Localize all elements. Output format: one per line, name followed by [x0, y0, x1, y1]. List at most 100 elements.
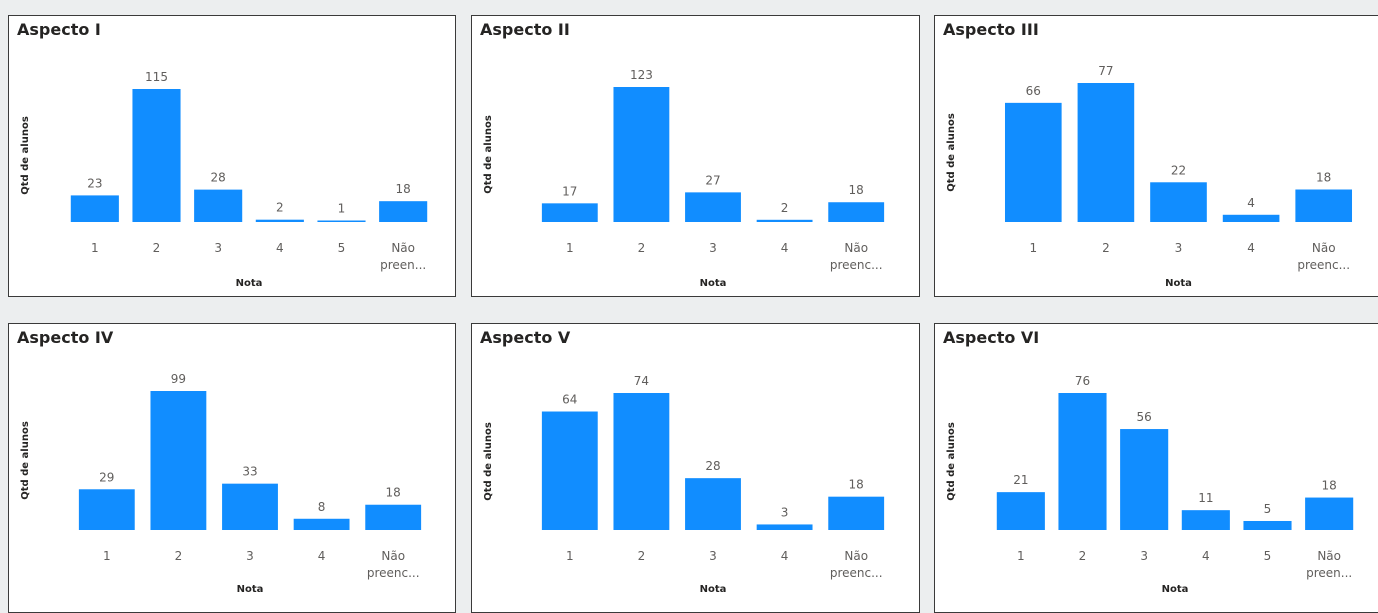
- data-label: 76: [1075, 374, 1090, 388]
- chart-panel-aspecto-5[interactable]: Aspecto V Qtd de alunos Nota 64 1 74 2 28 3 3 4 18…: [471, 323, 920, 613]
- data-label: 18: [849, 478, 864, 492]
- chart-panel-aspecto-6[interactable]: Aspecto VI Qtd de alunos Nota 21 1 76 2 56 3 11 4…: [934, 323, 1378, 613]
- bar-4[interactable]: [1181, 510, 1230, 530]
- bar-4[interactable]: [756, 524, 813, 530]
- y-axis-label: Qtd de alunos: [946, 113, 957, 192]
- x-tick-label: 1: [103, 549, 111, 563]
- x-tick-label: 4: [1202, 549, 1210, 563]
- x-tick-label: Não preenc...: [830, 549, 883, 580]
- x-tick-label: 2: [175, 549, 183, 563]
- data-label: 18: [386, 486, 401, 500]
- bar-3[interactable]: [1120, 429, 1169, 530]
- x-tick-label: 2: [638, 549, 646, 563]
- bar-3[interactable]: [1150, 182, 1207, 222]
- bar-3[interactable]: [685, 192, 741, 222]
- chart-panel-aspecto-1[interactable]: Aspecto I Qtd de alunos Nota 23 1 115 2 28 3 2 4 1…: [8, 15, 456, 297]
- chart-title: Aspecto II: [480, 20, 570, 39]
- bar-3[interactable]: [194, 189, 243, 222]
- data-label: 22: [1171, 163, 1186, 177]
- chart-title: Aspecto IV: [17, 328, 114, 347]
- y-axis-label: Qtd de alunos: [946, 422, 957, 501]
- data-label: 18: [396, 182, 411, 196]
- data-label: 3: [781, 505, 789, 519]
- data-label: 66: [1026, 84, 1041, 98]
- bar-chart: Qtd de alunos Nota 23 1 115 2 28 3 2 4 1 5 18 Não pree…: [20, 70, 428, 289]
- data-label: 28: [211, 171, 226, 185]
- data-label: 18: [1316, 171, 1331, 185]
- chart-title: Aspecto III: [943, 20, 1039, 39]
- x-tick-label: 1: [91, 241, 99, 255]
- data-label: 29: [99, 470, 114, 484]
- bar-n-o-preenc[interactable]: [365, 504, 422, 530]
- bar-n-o-preenc[interactable]: [828, 496, 885, 530]
- x-tick-label: 1: [1017, 549, 1025, 563]
- bar-1[interactable]: [996, 492, 1045, 530]
- bar-n-o-preen[interactable]: [1305, 497, 1354, 530]
- data-label: 28: [705, 459, 720, 473]
- data-label: 2: [781, 201, 789, 215]
- chart-panel-aspecto-2[interactable]: Aspecto II Qtd de alunos Nota 17 1 123 2 27 3 2 4…: [471, 15, 920, 297]
- data-label: 99: [171, 372, 186, 386]
- x-tick-label: 4: [1247, 241, 1255, 255]
- data-label: 18: [1322, 479, 1337, 493]
- bar-4[interactable]: [756, 219, 813, 222]
- y-axis-label: Qtd de alunos: [20, 116, 31, 195]
- bar-5[interactable]: [317, 220, 366, 223]
- data-label: 1: [338, 202, 346, 216]
- bar-2[interactable]: [613, 393, 670, 530]
- x-tick-label: 2: [638, 241, 646, 255]
- bar-n-o-preenc[interactable]: [1295, 189, 1353, 222]
- bar-chart: Qtd de alunos Nota 21 1 76 2 56 3 11 4 5 5 18 Não pree…: [946, 374, 1354, 595]
- y-axis-label: Qtd de alunos: [20, 421, 31, 500]
- x-tick-label: 1: [566, 549, 574, 563]
- x-tick-label: 3: [214, 241, 222, 255]
- bar-4[interactable]: [1222, 214, 1280, 222]
- data-label: 115: [145, 70, 168, 84]
- data-label: 74: [634, 374, 649, 388]
- data-label: 27: [705, 173, 720, 187]
- chart-panel-aspecto-4[interactable]: Aspecto IV Qtd de alunos Nota 29 1 99 2 33 3 8 4 1…: [8, 323, 456, 613]
- data-label: 11: [1198, 491, 1213, 505]
- bar-3[interactable]: [685, 478, 741, 530]
- data-label: 8: [318, 500, 326, 514]
- bar-2[interactable]: [150, 391, 207, 530]
- data-label: 33: [242, 465, 257, 479]
- bar-chart: Qtd de alunos Nota 64 1 74 2 28 3 3 4 18 Não preenc.…: [483, 374, 885, 595]
- bar-4[interactable]: [293, 518, 350, 530]
- bar-5[interactable]: [1243, 520, 1292, 530]
- chart-panel-aspecto-3[interactable]: Aspecto III Qtd de alunos Nota 66 1 77 2 22 3 4 4…: [934, 15, 1378, 297]
- x-tick-label: 2: [153, 241, 161, 255]
- x-tick-label: 2: [1102, 241, 1110, 255]
- x-tick-label: 1: [566, 241, 574, 255]
- bar-2[interactable]: [1077, 83, 1135, 222]
- x-tick-label: 5: [1264, 549, 1272, 563]
- data-label: 56: [1137, 410, 1152, 424]
- bar-2[interactable]: [1058, 393, 1107, 530]
- y-axis-label: Qtd de alunos: [483, 422, 494, 501]
- data-label: 77: [1098, 64, 1113, 78]
- bar-chart: Qtd de alunos Nota 17 1 123 2 27 3 2 4 18 Não preenc…: [483, 68, 885, 289]
- bar-1[interactable]: [70, 195, 119, 222]
- bar-3[interactable]: [222, 483, 278, 530]
- x-tick-label: 4: [318, 549, 326, 563]
- data-label: 17: [562, 184, 577, 198]
- data-label: 2: [276, 201, 284, 215]
- bar-2[interactable]: [613, 87, 670, 222]
- bar-4[interactable]: [255, 219, 304, 222]
- bar-1[interactable]: [78, 489, 135, 530]
- x-tick-label: Não preenc...: [830, 241, 883, 272]
- chart-title: Aspecto VI: [943, 328, 1040, 347]
- data-label: 21: [1013, 473, 1028, 487]
- chart-title: Aspecto I: [17, 20, 101, 39]
- bar-n-o-preenc[interactable]: [828, 202, 885, 222]
- bar-1[interactable]: [1004, 102, 1062, 222]
- y-axis-label: Qtd de alunos: [483, 115, 494, 194]
- x-tick-label: 3: [1140, 549, 1148, 563]
- x-tick-label: Não preen...: [380, 241, 426, 272]
- bar-1[interactable]: [541, 203, 598, 222]
- bar-n-o-preen[interactable]: [379, 201, 428, 222]
- bar-1[interactable]: [541, 411, 598, 530]
- bar-2[interactable]: [132, 89, 181, 222]
- data-label: 4: [1247, 196, 1255, 210]
